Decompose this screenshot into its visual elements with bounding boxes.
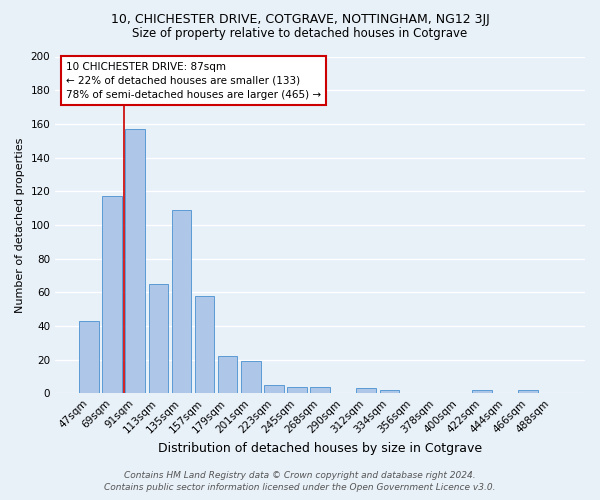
Text: Contains HM Land Registry data © Crown copyright and database right 2024.
Contai: Contains HM Land Registry data © Crown c… bbox=[104, 471, 496, 492]
X-axis label: Distribution of detached houses by size in Cotgrave: Distribution of detached houses by size … bbox=[158, 442, 482, 455]
Text: Size of property relative to detached houses in Cotgrave: Size of property relative to detached ho… bbox=[133, 28, 467, 40]
Bar bbox=[79, 321, 99, 394]
Bar bbox=[264, 385, 284, 394]
Bar bbox=[356, 388, 376, 394]
Bar bbox=[518, 390, 538, 394]
Bar bbox=[149, 284, 168, 394]
Bar bbox=[172, 210, 191, 394]
Text: 10, CHICHESTER DRIVE, COTGRAVE, NOTTINGHAM, NG12 3JJ: 10, CHICHESTER DRIVE, COTGRAVE, NOTTINGH… bbox=[110, 12, 490, 26]
Bar bbox=[241, 362, 260, 394]
Bar bbox=[195, 296, 214, 394]
Bar bbox=[218, 356, 238, 394]
Bar bbox=[287, 386, 307, 394]
Y-axis label: Number of detached properties: Number of detached properties bbox=[15, 137, 25, 312]
Bar bbox=[310, 386, 330, 394]
Bar bbox=[472, 390, 491, 394]
Text: 10 CHICHESTER DRIVE: 87sqm
← 22% of detached houses are smaller (133)
78% of sem: 10 CHICHESTER DRIVE: 87sqm ← 22% of deta… bbox=[66, 62, 321, 100]
Bar bbox=[103, 196, 122, 394]
Bar bbox=[125, 129, 145, 394]
Bar bbox=[380, 390, 399, 394]
